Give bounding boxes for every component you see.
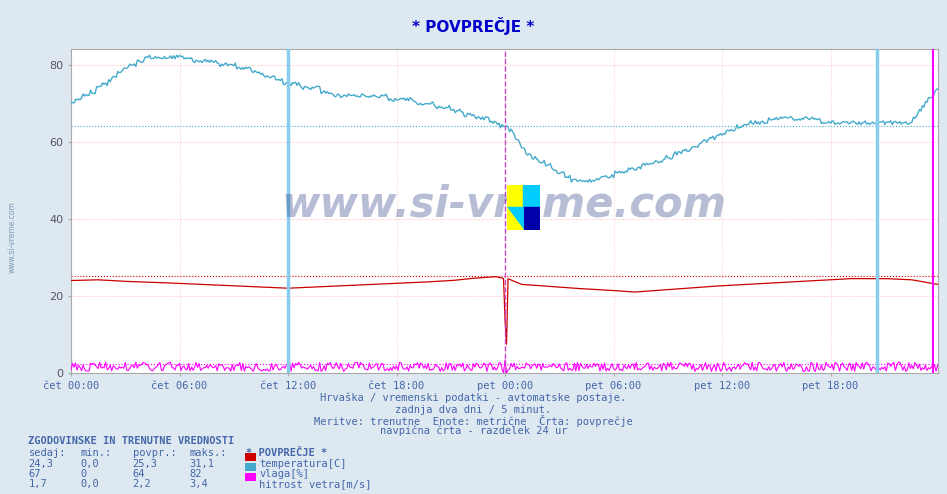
Bar bbox=[524, 185, 540, 207]
Text: * POVPREČJE *: * POVPREČJE * bbox=[412, 17, 535, 35]
Text: hitrost vetra[m/s]: hitrost vetra[m/s] bbox=[259, 479, 372, 489]
Bar bbox=[524, 207, 540, 230]
Text: Meritve: trenutne  Enote: metrične  Črta: povprečje: Meritve: trenutne Enote: metrične Črta: … bbox=[314, 415, 633, 427]
Text: temperatura[C]: temperatura[C] bbox=[259, 459, 347, 469]
Text: www.si-vreme.com: www.si-vreme.com bbox=[282, 184, 726, 226]
Polygon shape bbox=[507, 207, 524, 230]
Text: * POVPREČJE *: * POVPREČJE * bbox=[246, 448, 328, 458]
Text: 64: 64 bbox=[133, 469, 145, 479]
Text: zadnja dva dni / 5 minut.: zadnja dva dni / 5 minut. bbox=[396, 405, 551, 415]
Text: 3,4: 3,4 bbox=[189, 479, 208, 489]
Text: 2,2: 2,2 bbox=[133, 479, 152, 489]
Text: min.:: min.: bbox=[80, 448, 112, 458]
Text: 25,3: 25,3 bbox=[133, 459, 157, 469]
Text: Hrvaška / vremenski podatki - avtomatske postaje.: Hrvaška / vremenski podatki - avtomatske… bbox=[320, 393, 627, 403]
Text: povpr.:: povpr.: bbox=[133, 448, 176, 458]
Text: vlaga[%]: vlaga[%] bbox=[259, 469, 310, 479]
Text: 0,0: 0,0 bbox=[80, 459, 99, 469]
Text: 82: 82 bbox=[189, 469, 202, 479]
Text: ZGODOVINSKE IN TRENUTNE VREDNOSTI: ZGODOVINSKE IN TRENUTNE VREDNOSTI bbox=[28, 436, 235, 446]
Text: 0: 0 bbox=[80, 469, 87, 479]
Polygon shape bbox=[507, 207, 524, 230]
Text: 24,3: 24,3 bbox=[28, 459, 53, 469]
Text: navpična črta - razdelek 24 ur: navpična črta - razdelek 24 ur bbox=[380, 426, 567, 436]
Text: www.si-vreme.com: www.si-vreme.com bbox=[8, 201, 17, 273]
Text: 0,0: 0,0 bbox=[80, 479, 99, 489]
Text: 67: 67 bbox=[28, 469, 41, 479]
Text: maks.:: maks.: bbox=[189, 448, 227, 458]
Text: 1,7: 1,7 bbox=[28, 479, 47, 489]
Text: 31,1: 31,1 bbox=[189, 459, 214, 469]
Text: sedaj:: sedaj: bbox=[28, 448, 66, 458]
Bar bbox=[507, 185, 524, 207]
